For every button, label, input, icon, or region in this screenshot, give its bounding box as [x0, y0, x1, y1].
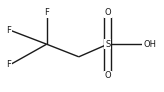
Text: F: F: [6, 60, 11, 69]
Text: F: F: [44, 8, 49, 17]
Text: OH: OH: [143, 40, 156, 49]
Text: O: O: [104, 71, 111, 80]
Text: F: F: [6, 26, 11, 35]
Text: O: O: [104, 8, 111, 17]
Text: S: S: [105, 40, 110, 49]
